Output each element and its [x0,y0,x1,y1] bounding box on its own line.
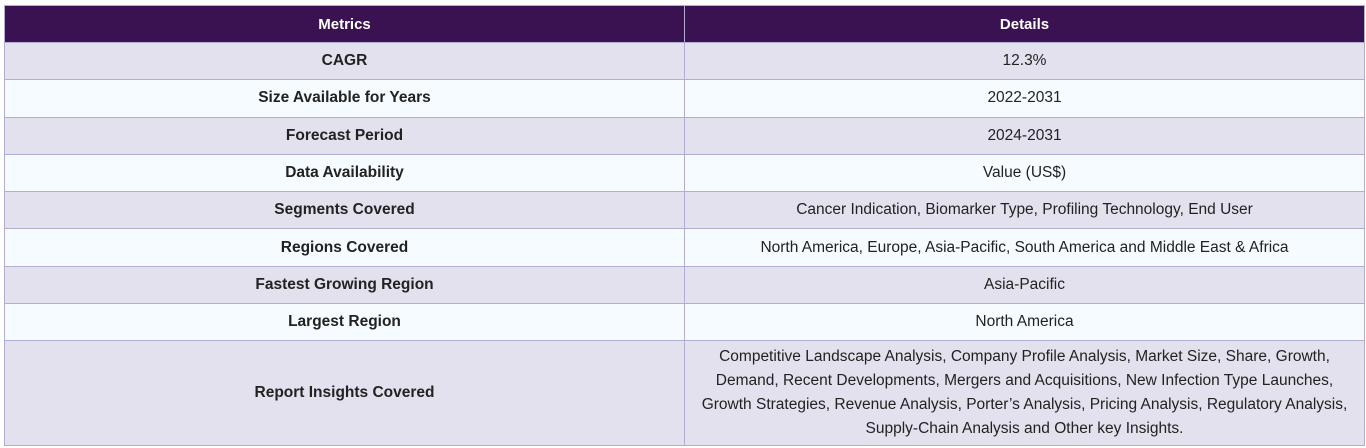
detail-cell: 12.3% [684,41,1365,81]
table-row: Regions Covered North America, Europe, A… [4,228,1365,267]
metric-cell: Largest Region [4,303,685,342]
metrics-table-container: Metrics Details CAGR 12.3% Size Availabl… [4,5,1365,447]
header-details: Details [684,5,1365,43]
table-header: Metrics Details [4,5,1365,43]
table-row: Fastest Growing Region Asia-Pacific [4,265,1365,305]
table-row: Size Available for Years 2022-2031 [4,79,1365,118]
detail-cell: North America, Europe, Asia-Pacific, Sou… [684,228,1365,267]
metrics-table: Metrics Details CAGR 12.3% Size Availabl… [4,5,1365,447]
metric-cell: CAGR [4,41,685,81]
table-row: Data Availability Value (US$) [4,153,1365,193]
table-row: Segments Covered Cancer Indication, Biom… [4,191,1365,230]
table-row: CAGR 12.3% [4,41,1365,81]
detail-cell: Value (US$) [684,153,1365,193]
header-metrics: Metrics [4,5,685,43]
table-body: CAGR 12.3% Size Available for Years 2022… [4,41,1365,447]
metric-cell: Fastest Growing Region [4,265,685,305]
detail-cell: 2022-2031 [684,79,1365,118]
detail-cell: North America [684,303,1365,342]
detail-cell: Asia-Pacific [684,265,1365,305]
detail-cell: Competitive Landscape Analysis, Company … [684,340,1365,447]
metric-cell: Size Available for Years [4,79,685,118]
table-row: Largest Region North America [4,303,1365,342]
detail-cell: Cancer Indication, Biomarker Type, Profi… [684,191,1365,230]
metric-cell: Segments Covered [4,191,685,230]
metric-cell: Data Availability [4,153,685,193]
metric-cell: Report Insights Covered [4,340,685,447]
metric-cell: Regions Covered [4,228,685,267]
table-row: Forecast Period 2024-2031 [4,116,1365,155]
header-row: Metrics Details [4,5,1365,43]
metric-cell: Forecast Period [4,116,685,155]
report-insights-text: Competitive Landscape Analysis, Company … [701,348,1348,438]
detail-cell: 2024-2031 [684,116,1365,155]
table-row: Report Insights Covered Competitive Land… [4,340,1365,447]
